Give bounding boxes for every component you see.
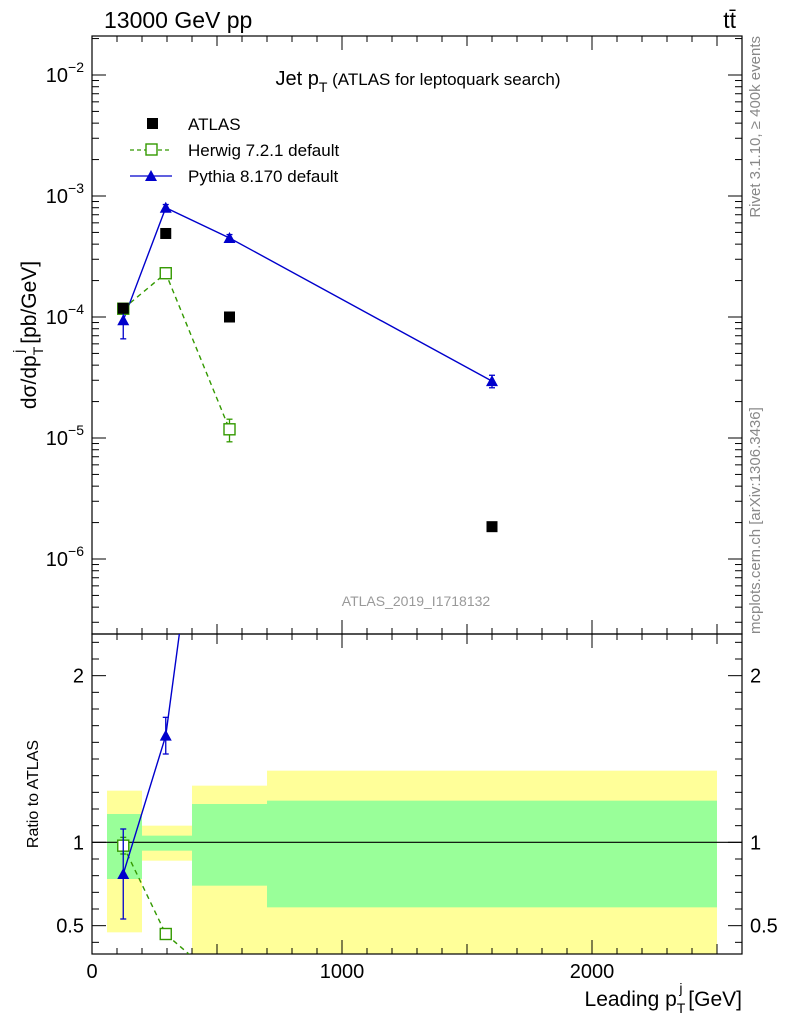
main-plot-title: Jet pT (ATLAS for leptoquark search) [276,68,561,95]
legend-marker-herwig [145,143,158,156]
ratio-y-tick-label-right: 0.5 [750,916,778,938]
main-y-tick-label: 10−2 [46,59,84,87]
uncertainty-band-inner [267,800,717,908]
herwig-ratio-point [159,927,172,941]
process-label: tt̄ [723,7,736,33]
x-tick-label: 0 [86,961,97,983]
legend-label-pythia: Pythia 8.170 default [188,167,339,186]
pythia-point [223,231,236,243]
pythia-ratio-line [122,634,181,875]
ratio-axis-ticks: 0.5 0.5 1 1 2 2 0 1000 2000 [56,634,778,983]
pythia-point [117,314,130,326]
ratio-y-tick-label-left: 1 [73,832,84,854]
atlas-point [224,311,235,323]
main-y-tick-label: 10−5 [46,422,84,450]
mcplots-label: mcplots.cern.ch [arXiv:1306.3436] [747,407,764,634]
ratio-series [117,634,190,954]
analysis-id: ATLAS_2019_I1718132 [342,593,491,609]
main-axis-ticks: 10−6 10−5 10−4 10−3 10−2 [46,36,743,634]
legend-label-atlas: ATLAS [188,115,241,134]
atlas-point [486,521,498,533]
herwig-point [223,423,236,436]
rivet-version-label: Rivet 3.1.10, ≥ 400k events [747,36,764,218]
pythia-point [159,201,172,213]
legend-marker-atlas [147,118,158,129]
x-tick-label: 2000 [570,961,615,983]
ratio-y-axis-label: Ratio to ATLAS [25,740,42,848]
herwig-line [122,272,231,430]
legend-label-herwig: Herwig 7.2.1 default [188,141,339,160]
legend: ATLAS Herwig 7.2.1 default Pythia 8.170 … [130,115,339,186]
ratio-y-tick-label-right: 2 [750,666,761,688]
pythia-ratio-point [159,729,172,741]
ratio-y-tick-label-left: 2 [73,666,84,688]
herwig-point [159,267,172,280]
uncertainty-band-inner [142,835,192,851]
main-y-tick-label: 10−4 [46,301,84,329]
legend-marker-pythia [145,170,157,181]
atlas-point [117,302,129,314]
main-series [117,201,498,533]
ratio-bands [107,770,717,954]
pythia-point [486,375,498,387]
pythia-line [122,206,493,382]
ratio-y-tick-label-left: 0.5 [56,916,84,938]
uncertainty-band-inner [192,804,267,886]
x-axis-label: Leading pTj [GeV] [585,980,742,1016]
ratio-y-tick-label-right: 1 [750,832,761,854]
main-y-axis-label: dσ/dpTj [pb/GeV] [10,261,46,409]
pythia-ratio-point [117,868,130,879]
collision-label: 13000 GeV pp [104,7,252,33]
main-y-tick-label: 10−3 [46,180,84,208]
atlas-point [160,227,172,239]
main-y-tick-label: 10−6 [46,543,84,571]
x-tick-label: 1000 [320,961,365,983]
